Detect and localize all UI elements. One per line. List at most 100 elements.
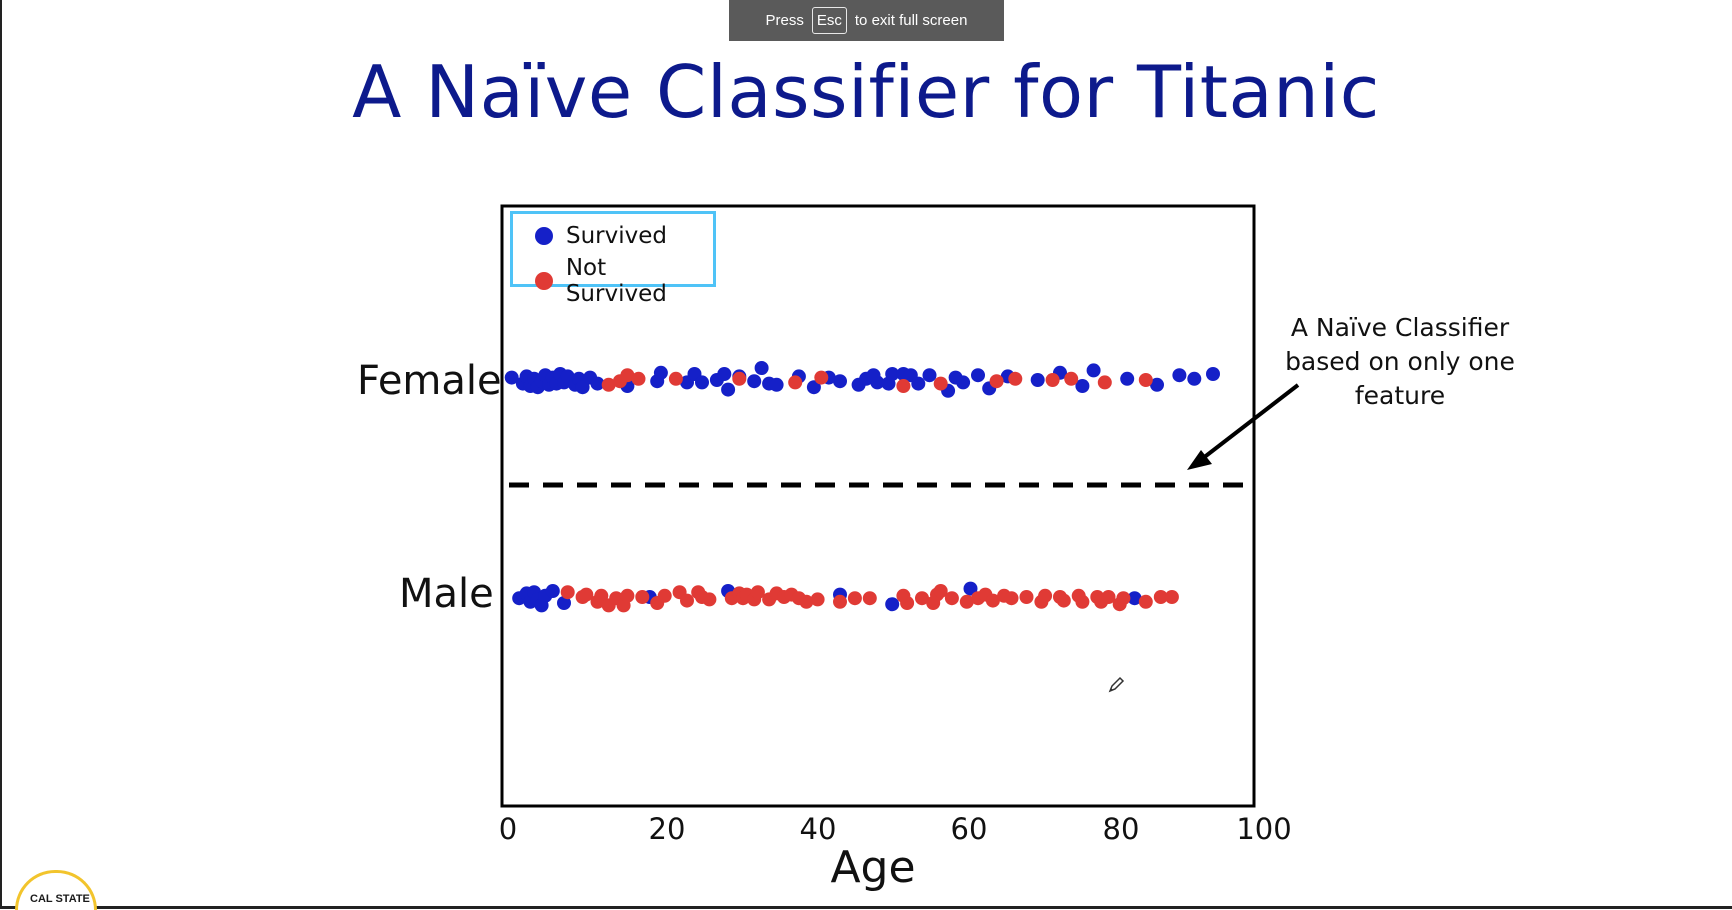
survived-point-75 [963, 581, 978, 596]
not-survived-point-27 [657, 588, 672, 603]
not-survived-point-11 [1008, 371, 1023, 386]
plot-frame [500, 204, 1256, 808]
not-survived-point-55 [944, 591, 959, 606]
not-survived-point-12 [1045, 373, 1060, 387]
not-survived-point-74 [1138, 594, 1153, 609]
survived-point-70 [557, 596, 571, 610]
not-survived-point-0 [601, 377, 616, 392]
not-survived-point-13 [1064, 371, 1079, 386]
not-survived-point-45 [810, 592, 825, 607]
x-tick-20: 20 [648, 812, 686, 846]
not-survived-point-48 [862, 591, 877, 606]
x-tick-80: 80 [1102, 812, 1140, 846]
not-survived-point-38 [750, 585, 765, 600]
survived-point-45 [911, 376, 926, 391]
chart-legend: Survived Not Survived [510, 211, 716, 307]
survived-point-49 [956, 375, 971, 390]
not-survived-point-10 [989, 374, 1004, 389]
slide-title: A Naïve Classifier for Titanic [352, 50, 1380, 134]
not-survived-point-66 [1056, 593, 1071, 608]
x-tick-40: 40 [799, 812, 837, 846]
not-survived-point-56 [959, 594, 974, 609]
not-survived-point-51 [915, 591, 929, 606]
category-label-male: Male [399, 571, 494, 617]
survived-point-74 [885, 597, 900, 612]
not-survived-point-20 [594, 588, 609, 603]
not-survived-point-24 [620, 588, 635, 603]
not-survived-marker-icon [535, 272, 553, 290]
not-survived-point-25 [635, 590, 650, 604]
not-survived-point-46 [833, 594, 847, 609]
survived-point-53 [1030, 373, 1045, 387]
not-survived-point-62 [1019, 590, 1034, 604]
not-survived-point-54 [933, 584, 948, 598]
survived-point-76 [1127, 591, 1142, 606]
not-survived-point-71 [1101, 590, 1116, 604]
survived-point-60 [1187, 371, 1202, 386]
annotation-arrow [1187, 383, 1300, 470]
survived-point-46 [922, 368, 937, 383]
not-survived-point-29 [680, 593, 694, 608]
not-survived-point-76 [1164, 590, 1179, 604]
not-survived-point-14 [1097, 375, 1112, 390]
not-survived-point-8 [896, 379, 911, 393]
not-survived-point-59 [985, 593, 1000, 608]
survived-point-57 [1120, 371, 1135, 386]
survived-marker-icon [535, 227, 553, 245]
survived-point-59 [1172, 368, 1187, 383]
survived-point-21 [653, 365, 668, 380]
not-survived-point-75 [1153, 590, 1168, 604]
banner-suffix-text: to exit full screen [854, 12, 968, 29]
not-survived-point-2 [620, 368, 635, 383]
not-survived-point-50 [896, 588, 911, 603]
not-survived-point-7 [814, 370, 829, 385]
not-survived-point-47 [847, 591, 862, 606]
survived-point-50 [971, 368, 985, 383]
not-survived-point-3 [631, 371, 646, 386]
survived-point-16 [575, 380, 590, 395]
not-survived-point-9 [933, 376, 948, 391]
survived-point-69 [545, 584, 560, 598]
survived-point-24 [695, 375, 709, 390]
category-label-female: Female [357, 358, 502, 404]
not-survived-point-73 [1116, 591, 1131, 606]
survived-point-29 [747, 374, 762, 389]
not-survived-point-64 [1038, 588, 1053, 603]
pencil-cursor-icon [1108, 676, 1125, 693]
fullscreen-exit-banner: Press Esc to exit full screen [729, 0, 1004, 41]
not-survived-point-16 [560, 585, 575, 600]
logo-text: CAL STATE [30, 893, 90, 905]
legend-label-not-survived: Not Survived [565, 255, 667, 307]
not-survived-point-4 [668, 371, 683, 386]
survived-point-26 [717, 367, 732, 381]
survived-point-58 [1150, 377, 1164, 392]
survived-point-61 [1206, 367, 1220, 381]
not-survived-point-61 [1004, 591, 1019, 606]
x-axis-label: Age [830, 842, 916, 893]
survived-point-56 [1086, 363, 1101, 378]
survived-point-40 [866, 368, 881, 383]
survived-point-0 [504, 370, 519, 385]
survived-point-30 [754, 361, 769, 375]
legend-entry-not-survived: Not Survived [513, 255, 713, 307]
not-survived-point-44 [799, 594, 814, 609]
legend-entry-survived: Survived [513, 223, 667, 249]
classifier-annotation: A Naïve Classifier based on only one fea… [1285, 313, 1515, 410]
survived-point-18 [590, 376, 605, 391]
legend-label-survived: Survived [566, 223, 667, 249]
not-survived-point-18 [579, 587, 594, 602]
window-frame-bottom [0, 906, 1732, 909]
window-frame-left [0, 0, 2, 909]
x-tick-0: 0 [498, 812, 518, 846]
survived-point-36 [833, 374, 847, 389]
not-survived-point-6 [788, 375, 803, 390]
esc-key-badge[interactable]: Esc [811, 7, 847, 34]
survived-point-34 [806, 380, 821, 395]
data-points [504, 361, 1220, 613]
not-survived-point-32 [702, 592, 717, 607]
banner-press-text: Press [765, 12, 804, 29]
survived-point-55 [1075, 379, 1090, 393]
x-tick-100: 100 [1236, 812, 1292, 846]
not-survived-point-5 [732, 371, 747, 386]
